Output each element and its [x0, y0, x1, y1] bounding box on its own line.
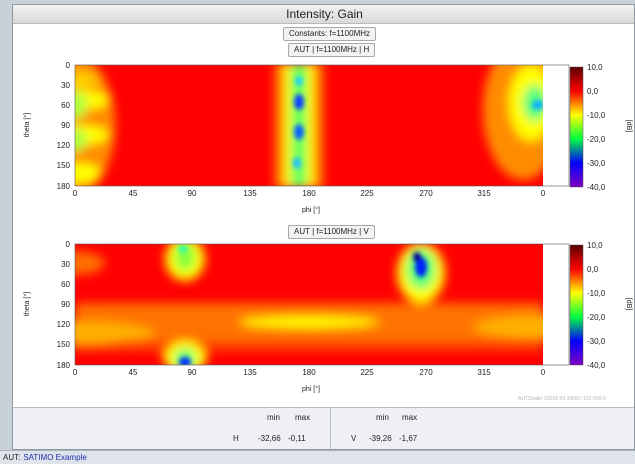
x-axis-label: phi [°]: [302, 385, 320, 393]
ytick: 30: [61, 81, 70, 90]
xtick: 0: [73, 189, 78, 198]
constants-label: Constants: f=1100MHz: [283, 27, 377, 41]
ytick: 180: [57, 182, 71, 191]
colorbar-v: 10,0 0,0 -10,0 -20,0 -30,0 -40,0 [dB] ​: [569, 241, 632, 370]
ytick: 150: [57, 340, 71, 349]
y-axis-v: 0 30 60 90 120 150 180 theta [°]: [23, 240, 71, 370]
xtick: 90: [188, 368, 197, 377]
heatmap-h: [74, 64, 570, 187]
colorbar-tick: -30,0: [587, 337, 606, 346]
plot-1-label: AUT | f=1100MHz | H: [288, 43, 376, 57]
status-bar: AUT: SATIMO Example: [0, 450, 635, 464]
colorbar-tick: 10,0: [587, 63, 603, 72]
colorbar-tick: -20,0: [587, 135, 606, 144]
ytick: 120: [57, 320, 71, 329]
status-key: AUT:: [3, 453, 21, 462]
colorbar-tick: -10,0: [587, 111, 606, 120]
x-axis-h: 0 45 90 135 180 225 270 315 0 phi [°]: [73, 189, 546, 214]
h-min: -32,66: [258, 434, 281, 443]
colorbar-label: [dB] ​: [625, 298, 632, 312]
window-title: Intensity: Gain: [13, 5, 634, 24]
status-value[interactable]: SATIMO Example: [23, 453, 87, 462]
colorbar-tick: 0,0: [587, 265, 599, 274]
stats-panel: min max H -32,66 -0,11 min max V -39,26 …: [13, 407, 634, 449]
x-axis-v: 0 45 90 135 180 225 270 315 0 phi [°]: [73, 368, 546, 393]
x-axis-label: phi [°]: [302, 206, 320, 214]
h-name: H: [233, 434, 239, 443]
plots-canvas: 0 30 60 90 120 150 180 theta [°] 0 45 90…: [23, 61, 632, 393]
ytick: 180: [57, 361, 71, 370]
xtick: 0: [541, 189, 546, 198]
min-header: min: [376, 413, 389, 422]
v-max: -1,67: [399, 434, 418, 443]
colorbar-label: [dB] ​: [625, 120, 632, 134]
xtick: 315: [477, 189, 491, 198]
v-name: V: [351, 434, 357, 443]
h-max: -0,11: [288, 434, 306, 443]
ytick: 0: [66, 240, 71, 249]
colorbar-tick: -40,0: [587, 183, 606, 192]
xtick: 315: [477, 368, 491, 377]
colorbar-tick: 10,0: [587, 241, 603, 250]
ytick: 30: [61, 260, 70, 269]
ytick: 90: [61, 121, 70, 130]
colorbar-h: 10,0 0,0 -10,0 -20,0 -30,0 -40,0 [dB] ​: [569, 63, 632, 192]
xtick: 45: [129, 368, 138, 377]
xtick: 270: [419, 189, 433, 198]
ytick: 60: [61, 101, 70, 110]
stats-divider: [330, 408, 331, 449]
colorbar-tick: 0,0: [587, 87, 599, 96]
colorbar-tick: -40,0: [587, 361, 606, 370]
min-header: min: [267, 413, 280, 422]
app-window: Intensity: Gain Constants: f=1100MHz AUT…: [12, 4, 635, 450]
xtick: 0: [541, 368, 546, 377]
xtick: 90: [188, 189, 197, 198]
y-axis-label: theta [°]: [23, 113, 31, 137]
xtick: 0: [73, 368, 78, 377]
ytick: 60: [61, 280, 70, 289]
xtick: 225: [360, 368, 374, 377]
xtick: 225: [360, 189, 374, 198]
colorbar-tick: -10,0: [587, 289, 606, 298]
colorbar-tick: -20,0: [587, 313, 606, 322]
xtick: 180: [302, 189, 316, 198]
xtick: 45: [129, 189, 138, 198]
ytick: 90: [61, 300, 70, 309]
heatmap-v: [74, 243, 570, 366]
ytick: 120: [57, 141, 71, 150]
v-min: -39,26: [369, 434, 392, 443]
version-watermark: AUTStudio V2018 R1 K909 / 132-000-0: [518, 396, 606, 402]
plot-2-label: AUT | f=1100MHz | V: [288, 225, 375, 239]
max-header: max: [295, 413, 311, 422]
ytick: 150: [57, 161, 71, 170]
xtick: 135: [243, 368, 257, 377]
colorbar-tick: -30,0: [587, 159, 606, 168]
y-axis-h: 0 30 60 90 120 150 180 theta [°]: [23, 61, 71, 191]
max-header: max: [402, 413, 418, 422]
xtick: 270: [419, 368, 433, 377]
xtick: 135: [243, 189, 257, 198]
ytick: 0: [66, 61, 71, 70]
xtick: 180: [302, 368, 316, 377]
y-axis-label: theta [°]: [23, 292, 31, 316]
